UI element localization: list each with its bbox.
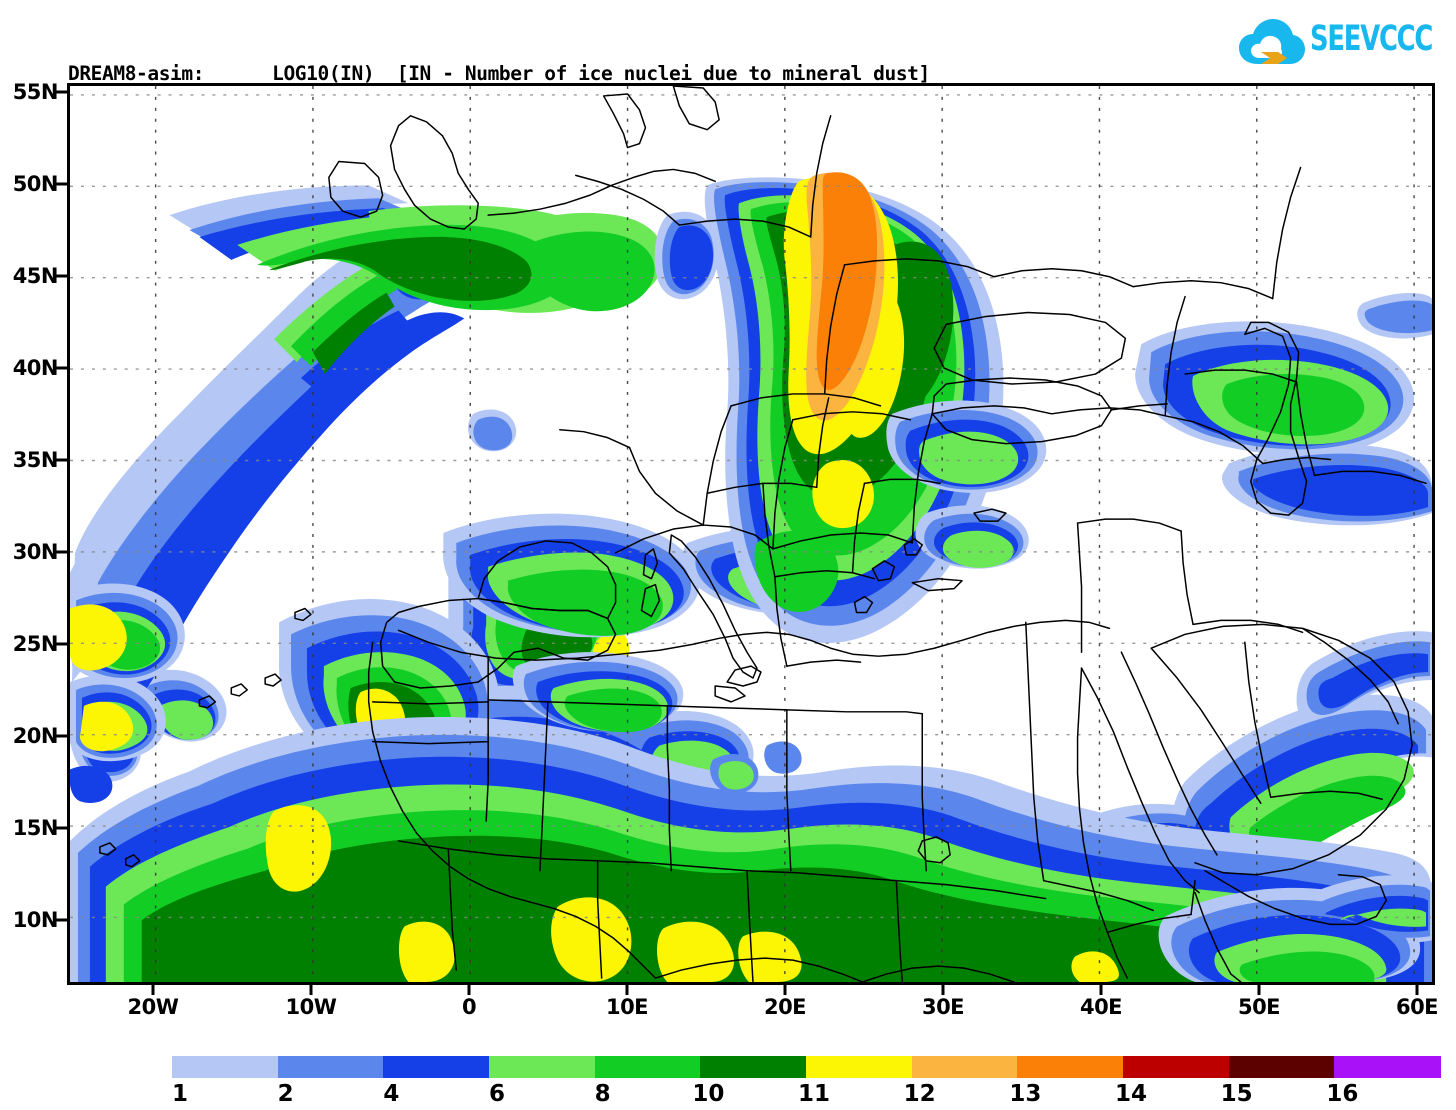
map-canvas: [70, 86, 1432, 982]
lat-tick-55n: [56, 90, 67, 94]
lon-tick-30e: [941, 985, 945, 995]
lat-tick-50n: [56, 182, 67, 186]
contour-fills: [70, 172, 1432, 982]
map-gridlines: [70, 94, 1432, 919]
lat-tick-40n: [56, 366, 67, 370]
colorbar-band-14: [1123, 1056, 1230, 1078]
lat-tick-35n: [56, 458, 67, 462]
lon-label-30e: 30E: [921, 995, 965, 1019]
lon-label-0: 0: [461, 995, 477, 1019]
colorbar-band-16: [1334, 1056, 1441, 1078]
lat-label-15n: 15N: [12, 816, 59, 840]
lat-label-25n: 25N: [12, 632, 59, 656]
colorbar-label-1: 1: [171, 1081, 189, 1107]
lat-tick-45n: [56, 274, 67, 278]
lon-tick-20e: [783, 985, 787, 995]
forecast-map[interactable]: [67, 83, 1435, 985]
lon-tick-60e: [1415, 985, 1419, 995]
colorbar-label-10: 10: [692, 1081, 725, 1107]
lat-label-40n: 40N: [12, 356, 59, 380]
colorbar-band-4: [383, 1056, 490, 1078]
colorbar-label-8: 8: [594, 1081, 611, 1107]
colorbar-band-12: [911, 1056, 1018, 1078]
page-header: DREAM8-asim: LOG10(IN) [IN - Number of i…: [0, 0, 1456, 160]
lat-label-10n: 10N: [12, 908, 59, 932]
colorbar-label-13: 13: [1009, 1081, 1042, 1107]
lat-label-35n: 35N: [12, 448, 59, 472]
colorbar-band-15: [1228, 1056, 1335, 1078]
lon-label-20w: 20W: [127, 995, 179, 1019]
colorbar-band-1: [172, 1056, 279, 1078]
lon-label-10e: 10E: [605, 995, 649, 1019]
lon-label-60e: 60E: [1395, 995, 1439, 1019]
colorbar-label-14: 14: [1114, 1081, 1148, 1107]
colorbar-band-8: [594, 1056, 701, 1078]
lat-tick-25n: [56, 642, 67, 646]
logo-text: SEEVCCC: [1310, 19, 1433, 59]
lat-tick-30n: [56, 550, 67, 554]
colorbar-band-13: [1017, 1056, 1124, 1078]
colorbar-label-6: 6: [488, 1081, 506, 1107]
colorbar-label-2: 2: [277, 1081, 294, 1107]
lat-label-50n: 50N: [12, 172, 59, 196]
colorbar: [172, 1056, 1441, 1078]
lon-tick-40e: [1099, 985, 1103, 995]
lon-tick-20w: [151, 985, 155, 995]
seevccc-logo: SEEVCCC: [1238, 16, 1448, 68]
lon-label-20e: 20E: [763, 995, 807, 1019]
lon-tick-10w: [309, 985, 313, 995]
colorbar-band-11: [806, 1056, 913, 1078]
lat-tick-15n: [56, 826, 67, 830]
lon-label-40e: 40E: [1079, 995, 1123, 1019]
colorbar-band-6: [489, 1056, 596, 1078]
lon-tick-10e: [625, 985, 629, 995]
colorbar-label-4: 4: [383, 1081, 400, 1107]
lat-label-55n: 55N: [12, 80, 59, 104]
colorbar-label-12: 12: [903, 1081, 936, 1107]
lat-tick-20n: [56, 734, 67, 738]
colorbar-label-11: 11: [797, 1081, 831, 1107]
colorbar-label-16: 16: [1326, 1081, 1359, 1107]
lat-label-30n: 30N: [12, 540, 59, 564]
colorbar-band-10: [700, 1056, 807, 1078]
colorbar-band-2: [277, 1056, 384, 1078]
lon-tick-0: [467, 985, 471, 995]
lon-label-50e: 50E: [1237, 995, 1281, 1019]
cloud-icon: [1238, 18, 1306, 66]
coastlines: [99, 86, 1427, 982]
lat-label-20n: 20N: [12, 724, 59, 748]
colorbar-label-15: 15: [1220, 1081, 1253, 1107]
lat-tick-10n: [56, 918, 67, 922]
lon-label-10w: 10W: [285, 995, 337, 1019]
lat-label-45n: 45N: [12, 264, 59, 288]
title-line-model: DREAM8-asim: LOG10(IN) [IN - Number of i…: [68, 62, 930, 85]
lon-tick-50e: [1257, 985, 1261, 995]
map-gridlines-vertical: [154, 86, 1415, 982]
